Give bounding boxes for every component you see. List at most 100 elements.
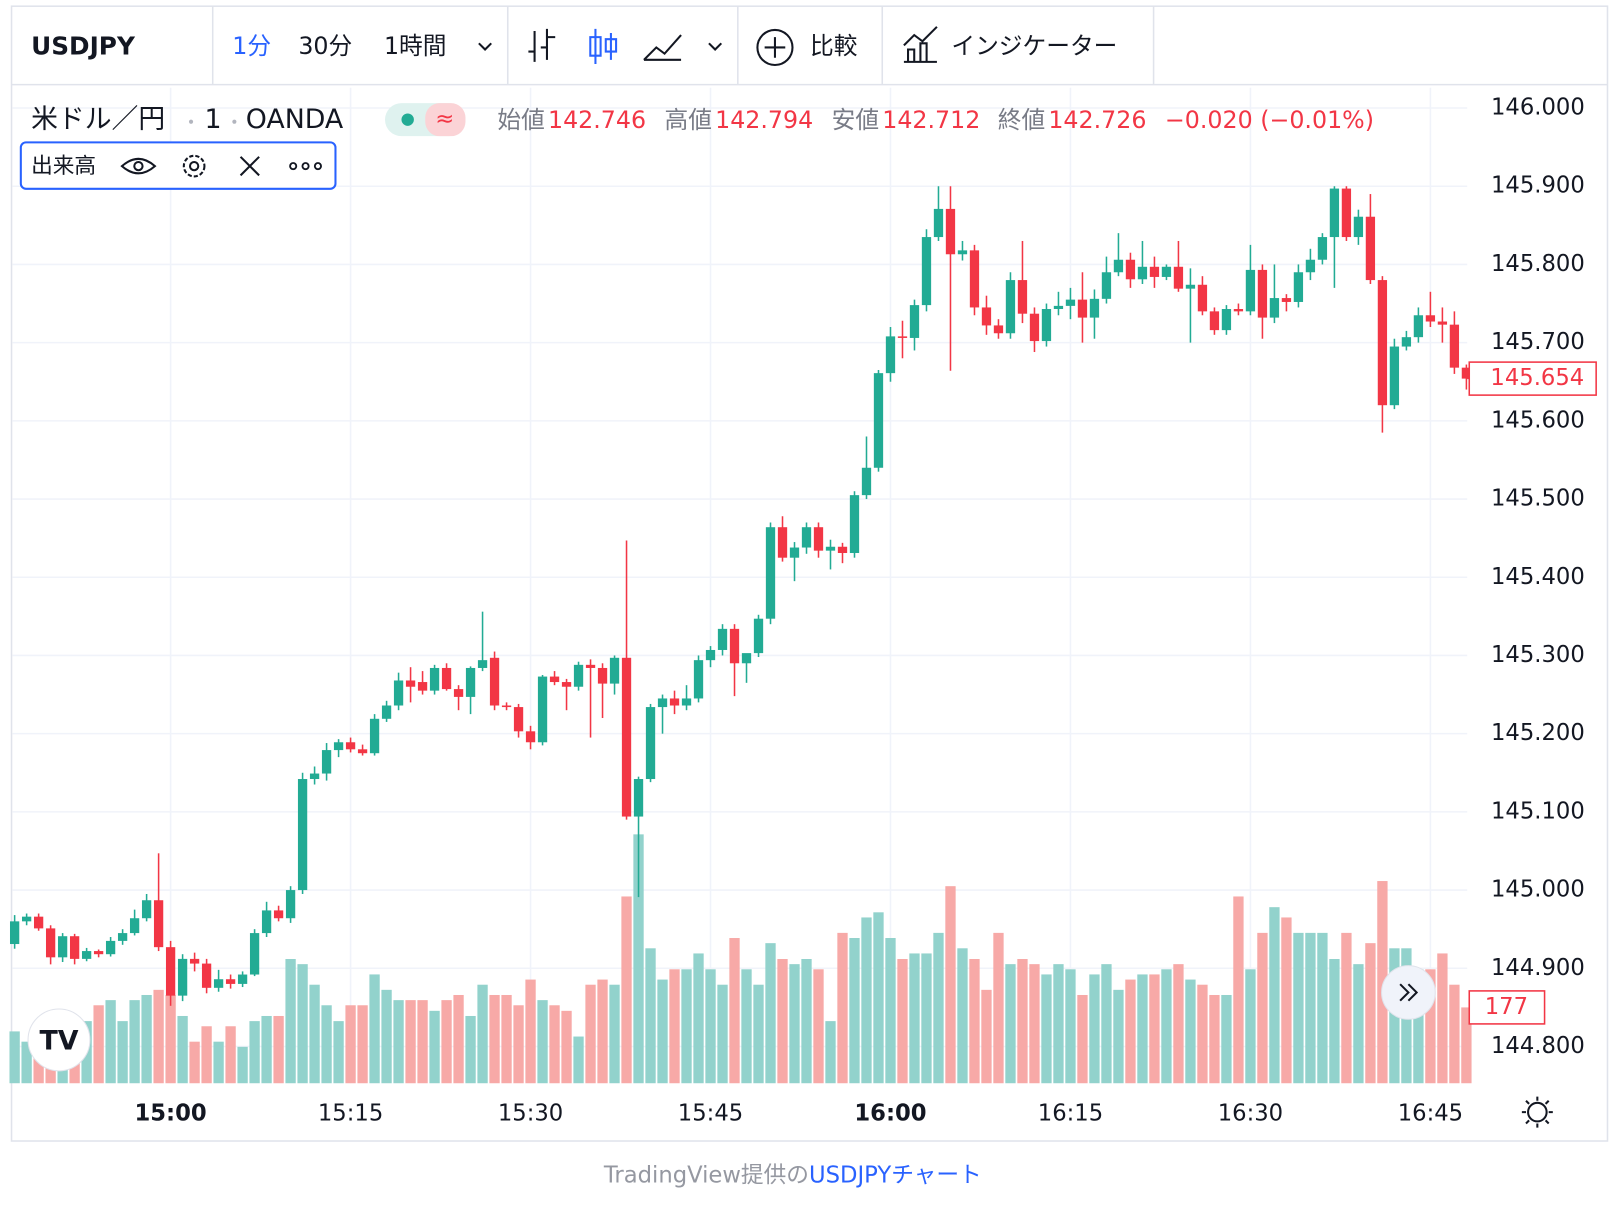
- volume-bar: [357, 1005, 368, 1084]
- volume-bar: [297, 964, 308, 1084]
- volume-bar: [321, 1005, 332, 1084]
- scroll-icon: [1399, 983, 1419, 1002]
- y-tick-label: 145.000: [1491, 877, 1585, 903]
- candle-body: [1461, 367, 1472, 379]
- candle-body: [1065, 299, 1076, 306]
- compare-button[interactable]: 比較: [810, 32, 858, 60]
- volume-bar: [981, 989, 992, 1084]
- volume-bar: [21, 1041, 32, 1084]
- candle-body: [225, 979, 236, 984]
- tradingview-logo[interactable]: [27, 1008, 91, 1072]
- volume-bar: [1305, 932, 1316, 1084]
- y-tick-label: 146.000: [1491, 95, 1585, 121]
- style-dropdown[interactable]: [708, 42, 723, 51]
- volume-bar: [1461, 1007, 1472, 1084]
- volume-bar: [729, 938, 740, 1084]
- candle-body: [1101, 272, 1112, 299]
- interval-dropdown[interactable]: [478, 42, 492, 51]
- candle-body: [957, 250, 968, 255]
- interval-button[interactable]: 30分: [298, 32, 352, 60]
- volume-bar: [117, 1021, 128, 1084]
- interval-button[interactable]: 1時間: [384, 32, 447, 60]
- volume-study-box[interactable]: [19, 141, 337, 190]
- candle-body: [381, 705, 392, 719]
- volume-bar: [1173, 964, 1184, 1084]
- legend-low: 142.712: [882, 106, 980, 134]
- candle-body: [393, 680, 404, 706]
- volume-bar: [1245, 969, 1256, 1084]
- candle-body: [861, 467, 872, 496]
- volume-bar: [741, 969, 752, 1084]
- volume-bar: [1257, 932, 1268, 1084]
- remove-icon[interactable]: [239, 156, 260, 177]
- candle-body: [1029, 313, 1040, 342]
- volume-bar: [849, 938, 860, 1084]
- candle-body: [657, 698, 668, 708]
- footer-link[interactable]: USDJPYチャート: [809, 1163, 982, 1189]
- candle-body: [441, 667, 452, 690]
- y-tick-label: 145.200: [1491, 720, 1585, 746]
- volume-bar: [369, 974, 380, 1084]
- candle-body: [837, 546, 848, 554]
- volume-bar: [1041, 974, 1052, 1084]
- candle-body: [885, 336, 896, 374]
- volume-bar: [861, 917, 872, 1084]
- legend-name: 米ドル／円: [31, 104, 165, 135]
- candle-body: [129, 918, 140, 934]
- candle-body: [369, 718, 380, 754]
- compare-icon[interactable]: [756, 28, 794, 67]
- volume-bar: [969, 959, 980, 1084]
- candle-body: [141, 900, 152, 919]
- axis-settings[interactable]: [1527, 1101, 1548, 1123]
- indicators-icon[interactable]: [903, 26, 938, 63]
- y-tick-label: 145.900: [1491, 173, 1585, 199]
- volume-bar: [549, 1005, 560, 1084]
- volume-bar: [909, 953, 920, 1084]
- candle-body: [1365, 216, 1376, 281]
- volume-bar: [537, 1000, 548, 1084]
- candle-body: [9, 921, 20, 945]
- candle-body: [573, 664, 584, 687]
- volume-bar: [261, 1015, 272, 1084]
- eye-icon[interactable]: [120, 157, 157, 175]
- indicators-button[interactable]: インジケーター: [951, 32, 1117, 60]
- more-icon[interactable]: [289, 162, 322, 171]
- volume-bar: [993, 932, 1004, 1084]
- volume-bar: [873, 912, 884, 1084]
- volume-bar: [1341, 932, 1352, 1084]
- volume-bar: [621, 896, 632, 1084]
- settings-icon[interactable]: [182, 154, 206, 178]
- candle-body: [1149, 266, 1160, 277]
- legend-low-label: 安値: [832, 106, 879, 134]
- candle-body: [189, 958, 200, 964]
- candle-body: [537, 676, 548, 743]
- y-tick-label: 145.600: [1491, 407, 1585, 433]
- volume-bar: [429, 1010, 440, 1084]
- y-tick-label: 145.800: [1491, 251, 1585, 277]
- interval-button[interactable]: 1分: [232, 32, 271, 60]
- bar-style-icon[interactable]: [528, 28, 556, 62]
- area-style-icon[interactable]: [643, 34, 682, 61]
- candle-body: [273, 910, 284, 919]
- volume-bar: [681, 969, 692, 1084]
- candle-body: [1401, 337, 1412, 347]
- volume-bar: [1149, 974, 1160, 1084]
- volume-bar: [345, 1005, 356, 1084]
- candle-body: [681, 698, 692, 706]
- legend-high: 142.794: [715, 106, 813, 134]
- symbol[interactable]: USDJPY: [31, 31, 136, 60]
- volume-bar: [801, 959, 812, 1084]
- candle-body: [477, 660, 488, 668]
- candle-body: [993, 325, 1004, 334]
- candle-body: [1293, 272, 1304, 302]
- candle-body: [237, 974, 248, 984]
- candle-body: [297, 779, 308, 891]
- candle-style-icon[interactable]: [589, 28, 618, 64]
- candle-body: [1113, 259, 1124, 273]
- candle-body: [1437, 321, 1448, 325]
- volume-bar: [1353, 964, 1364, 1084]
- volume-bar: [309, 984, 320, 1084]
- status-icon: ≈: [435, 106, 454, 132]
- x-tick-label: 16:00: [854, 1101, 926, 1127]
